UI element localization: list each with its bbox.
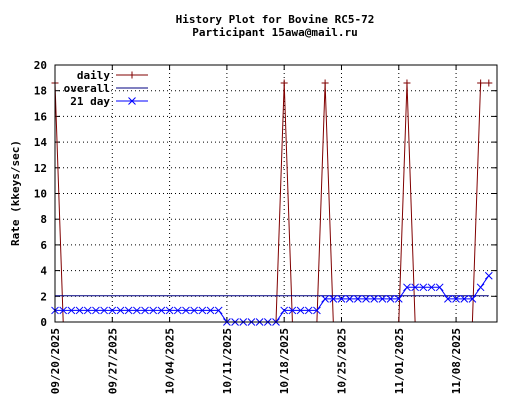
x-marker	[149, 306, 158, 315]
x-marker	[304, 306, 313, 315]
x-marker	[411, 283, 420, 292]
x-marker	[132, 306, 141, 315]
x-ticks: 09/20/2025 09/27/2025 10/04/2025 10/11/2025…	[49, 65, 463, 394]
plus-marker	[128, 71, 136, 79]
x-marker	[75, 306, 84, 315]
chart-title: History Plot for Bovine RC5-72	[176, 13, 375, 26]
x-marker	[67, 306, 76, 315]
legend-label: daily	[77, 69, 110, 82]
x-marker	[345, 295, 354, 303]
y-tick-label: 20	[34, 59, 47, 72]
y-tick-label: 14	[34, 136, 48, 149]
x-marker	[362, 295, 370, 303]
x-marker	[435, 283, 444, 292]
x-tick-label: 11/08/2025	[450, 328, 463, 394]
y-tick-label: 18	[34, 85, 47, 98]
x-marker	[206, 306, 215, 315]
x-marker	[403, 283, 411, 292]
series-line-21-day	[55, 275, 490, 323]
x-marker	[280, 306, 289, 315]
y-tick-label: 16	[34, 110, 48, 123]
x-marker	[141, 306, 149, 315]
y-ticks: 0 2 4 6 8 10 12 14 16 18 20	[34, 59, 497, 329]
plus-marker	[321, 79, 329, 87]
x-marker	[427, 283, 436, 292]
x-marker	[476, 283, 485, 292]
x-tick-label: 09/20/2025	[49, 328, 62, 394]
plot-frame	[54, 64, 498, 323]
x-marker	[394, 295, 403, 303]
x-marker	[157, 306, 166, 315]
x-marker	[460, 295, 469, 303]
x-tick-label: 10/11/2025	[221, 328, 234, 394]
x-marker	[59, 306, 68, 315]
grid-lines	[54, 65, 497, 322]
legend-label: overall	[64, 82, 110, 95]
plus-marker	[477, 79, 485, 87]
x-marker	[329, 295, 338, 303]
x-marker	[353, 295, 362, 303]
x-marker	[100, 306, 108, 315]
chart-subtitle: Participant 15awa@mail.ru	[192, 26, 358, 39]
x-marker	[452, 295, 460, 303]
plus-marker	[403, 79, 411, 87]
x-marker	[419, 283, 428, 292]
x-marker	[370, 295, 379, 303]
x-marker	[108, 306, 117, 315]
x-marker	[321, 295, 329, 303]
x-marker	[386, 295, 395, 303]
x-marker	[190, 306, 199, 315]
y-tick-label: 4	[40, 265, 47, 278]
x-marker	[313, 306, 321, 315]
y-tick-label: 8	[40, 213, 47, 226]
y-axis-label: Rate (kkeys/sec)	[9, 140, 22, 246]
x-marker	[116, 306, 125, 315]
x-marker	[378, 295, 387, 303]
series-daily	[51, 79, 493, 323]
y-tick-label: 10	[34, 188, 47, 201]
series-21-day	[51, 271, 493, 326]
x-marker	[182, 306, 190, 315]
x-marker	[83, 306, 92, 315]
x-marker	[165, 306, 174, 315]
x-tick-label: 10/18/2025	[278, 328, 291, 394]
x-marker	[468, 295, 477, 303]
x-marker	[92, 306, 100, 315]
series-line-daily	[54, 82, 489, 323]
plus-marker	[280, 79, 288, 87]
x-marker	[296, 306, 305, 315]
x-tick-label: 09/27/2025	[106, 328, 119, 394]
x-marker	[198, 306, 207, 315]
x-marker	[288, 306, 297, 315]
x-marker	[214, 306, 223, 315]
x-marker	[124, 306, 133, 315]
y-tick-label: 2	[40, 290, 47, 303]
x-tick-label: 10/25/2025	[335, 328, 348, 394]
x-tick-label: 10/04/2025	[164, 328, 177, 394]
x-marker	[128, 97, 136, 105]
x-marker	[484, 271, 493, 280]
legend-label: 21 day	[70, 95, 110, 108]
plus-marker	[485, 79, 493, 87]
x-marker	[173, 306, 182, 315]
x-marker	[444, 295, 452, 303]
y-tick-label: 12	[34, 162, 47, 175]
x-marker	[337, 295, 346, 303]
x-tick-label: 11/01/2025	[393, 328, 406, 394]
y-tick-label: 0	[40, 316, 47, 329]
y-tick-label: 6	[40, 239, 47, 252]
